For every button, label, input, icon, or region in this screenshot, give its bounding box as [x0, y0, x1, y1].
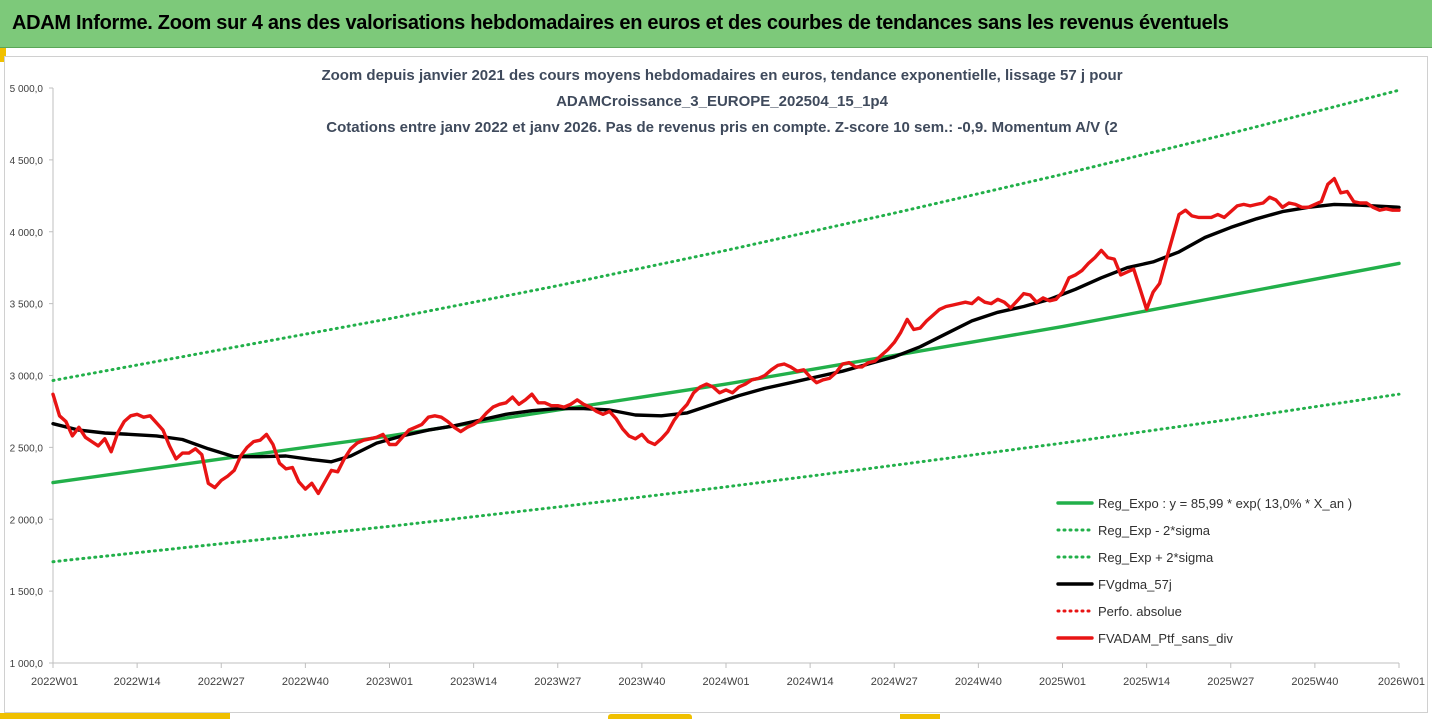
chart-axes: 1 000,0 1 500,0 2 000,0 2 500,0 3 000,0 3 500… [10, 84, 1425, 688]
x-tick-label: 2023W27 [534, 676, 581, 688]
y-tick-label: 1 500,0 [10, 587, 44, 598]
chart-legend: Reg_Expo : y = 85,99 * exp( 13,0% * X_an… [1056, 496, 1352, 646]
series-line-3 [51, 202, 1401, 464]
y-tick-label: 5 000,0 [10, 84, 44, 95]
accent-bar-left [0, 48, 6, 62]
x-tick-label: 2025W40 [1291, 676, 1338, 688]
legend-label: Perfo. absolue [1098, 604, 1182, 619]
legend-label: FVgdma_57j [1098, 577, 1172, 592]
x-tick-label: 2023W01 [366, 676, 413, 688]
chart-title: Zoom depuis janvier 2021 des cours moyen… [321, 67, 1122, 136]
legend-label: Reg_Exp - 2*sigma [1098, 523, 1211, 538]
x-tick-label: 2023W40 [618, 676, 665, 688]
x-tick-label: 2023W14 [450, 676, 497, 688]
accent-bar-bottom [0, 713, 230, 719]
x-tick-label: 2024W14 [787, 676, 834, 688]
x-tick-label: 2025W27 [1207, 676, 1254, 688]
x-tick-label: 2026W01 [1378, 676, 1425, 688]
chart-title-line-3: Cotations entre janv 2022 et janv 2026. … [326, 119, 1117, 136]
series-line-2 [51, 88, 1401, 382]
y-tick-label: 2 500,0 [10, 443, 44, 454]
chart-title-line-1: Zoom depuis janvier 2021 des cours moyen… [321, 67, 1122, 84]
chart-series [51, 88, 1401, 564]
series-line-0 [51, 261, 1401, 485]
x-tick-label: 2025W01 [1039, 676, 1086, 688]
y-tick-label: 3 500,0 [10, 300, 44, 311]
x-tick-label: 2024W01 [702, 676, 749, 688]
x-tick-label: 2024W27 [871, 676, 918, 688]
x-tick-label: 2025W14 [1123, 676, 1170, 688]
legend-label: Reg_Exp + 2*sigma [1098, 550, 1214, 565]
x-tick-label: 2024W40 [955, 676, 1002, 688]
x-tick-label: 2022W27 [198, 676, 245, 688]
x-tick-label: 2022W01 [31, 676, 78, 688]
y-tick-label: 2 000,0 [10, 515, 44, 526]
legend-label: Reg_Expo : y = 85,99 * exp( 13,0% * X_an… [1098, 496, 1352, 511]
y-tick-label: 3 000,0 [10, 372, 44, 383]
accent-bar-bottom-right [900, 714, 940, 719]
legend-label: FVADAM_Ptf_sans_div [1098, 631, 1233, 646]
series-line-5 [51, 176, 1401, 496]
y-tick-label: 1 000,0 [10, 659, 44, 670]
chart-title-line-2: ADAMCroissance_3_EUROPE_202504_15_1p4 [556, 93, 889, 110]
y-tick-label: 4 000,0 [10, 228, 44, 239]
y-tick-label: 4 500,0 [10, 156, 44, 167]
banner: ADAM Informe. Zoom sur 4 ans des valoris… [0, 0, 1432, 48]
x-tick-label: 2022W40 [282, 676, 329, 688]
accent-bar-bottom-center [608, 714, 692, 719]
series-line-1 [51, 392, 1401, 564]
x-tick-label: 2022W14 [114, 676, 161, 688]
banner-title: ADAM Informe. Zoom sur 4 ans des valoris… [12, 12, 1229, 34]
